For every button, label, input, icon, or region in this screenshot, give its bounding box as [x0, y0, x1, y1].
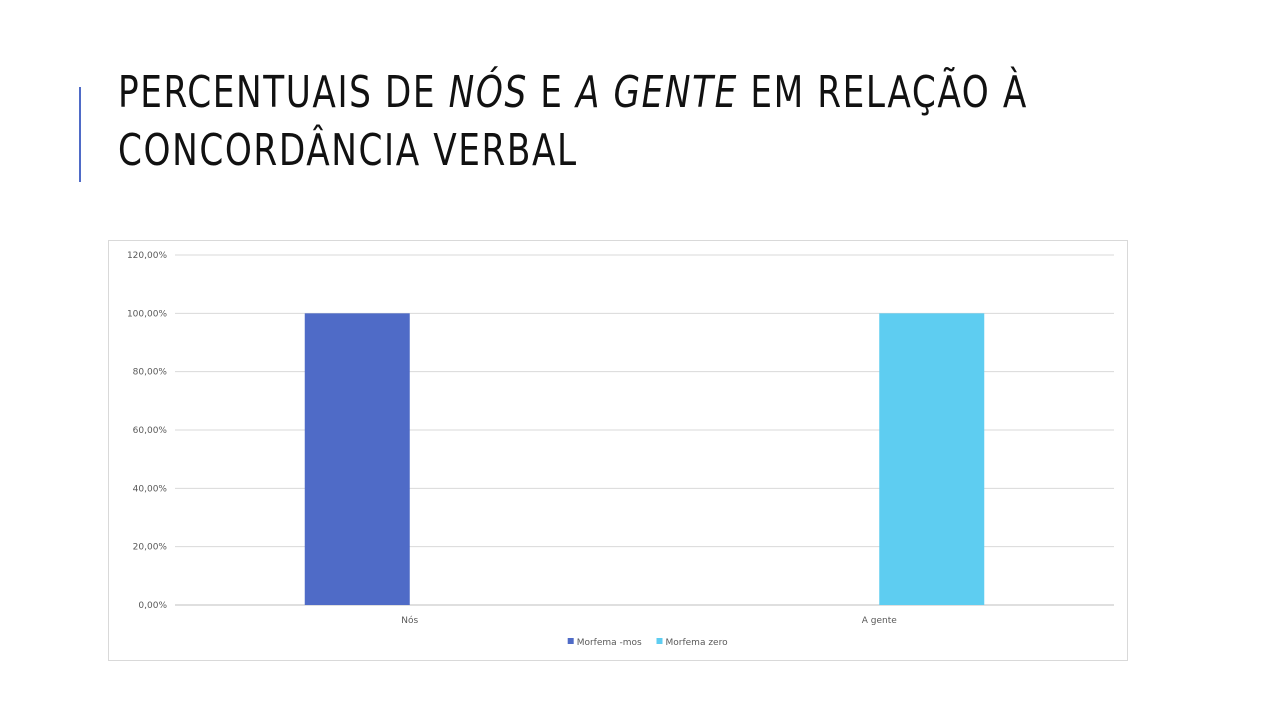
bar-chart: 0,00% 20,00% 40,00% 60,00% 80,00% 100,00% 120,…: [127, 251, 1114, 648]
x-tick-label: Nós: [401, 615, 418, 626]
title-accent-bar: [79, 87, 81, 182]
legend-label: Morfema zero: [666, 638, 729, 648]
title-line-2: CONCORDÂNCIA VERBAL: [118, 125, 578, 176]
title-emphasis-a-gente: A GENTE: [575, 67, 738, 118]
x-tick-label: A gente: [862, 616, 898, 626]
y-tick-label: 100,00%: [127, 309, 167, 319]
y-tick-label: 60,00%: [133, 426, 168, 436]
y-tick-label: 40,00%: [133, 484, 168, 494]
title-text: E: [527, 67, 576, 118]
y-tick-label: 80,00%: [133, 368, 168, 378]
bar-morfema-zero-a-gente: [879, 313, 985, 605]
title-line-1: PERCENTUAIS DE NÓS E A GENTE EM RELAÇÃO …: [118, 64, 1026, 122]
legend-swatch: [656, 638, 663, 644]
title-text: EM RELAÇÃO À: [737, 67, 1028, 118]
legend-swatch: [567, 638, 574, 644]
legend-label: Morfema -mos: [577, 638, 642, 648]
bar-morfema-mos-n-s: [304, 313, 410, 605]
y-tick-label: 20,00%: [133, 543, 168, 553]
y-tick-label: 0,00%: [138, 601, 167, 611]
y-tick-label: 120,00%: [127, 251, 167, 261]
slide-title: PERCENTUAIS DE NÓS E A GENTE EM RELAÇÃO …: [118, 64, 1026, 180]
title-emphasis-nos: NÓS: [448, 67, 528, 118]
title-text: PERCENTUAIS DE: [118, 67, 449, 118]
chart-container: 0,00% 20,00% 40,00% 60,00% 80,00% 100,00% 120,…: [108, 240, 1128, 661]
